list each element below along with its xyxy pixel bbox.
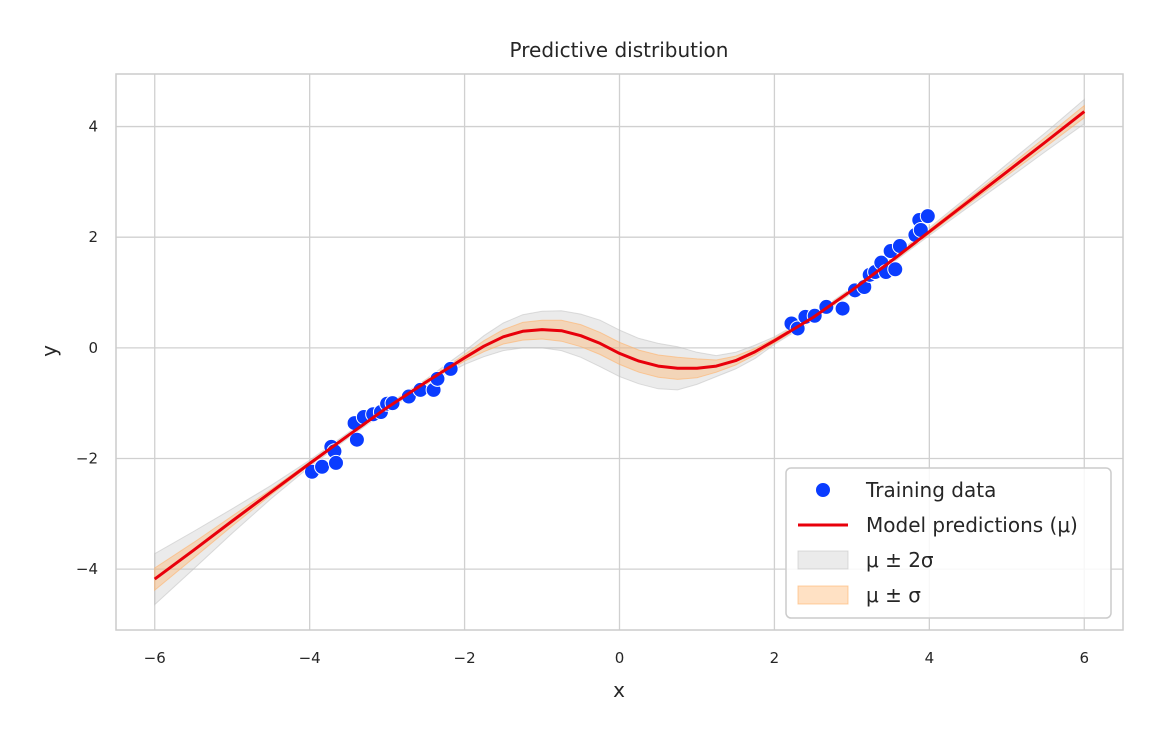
- legend-label-2: μ ± 2σ: [866, 548, 934, 572]
- training-point-35: [919, 208, 936, 225]
- y-tick-label-1: −2: [76, 449, 98, 467]
- y-axis-ticks: −4 −2 0 2 4: [76, 118, 98, 579]
- legend-box: [785, 467, 1112, 619]
- training-point-30: [887, 261, 904, 278]
- band-1-sigma: [154, 104, 1085, 592]
- training-point-22: [834, 300, 851, 317]
- y-tick-label-0: −4: [76, 560, 98, 578]
- training-point-6: [348, 431, 365, 448]
- legend-patch-2-sigma: [797, 550, 849, 570]
- y-tick-label-4: 4: [88, 118, 98, 136]
- legend-marker-training: [815, 482, 831, 498]
- x-axis-ticks: −6 −4 −2 0 2 4 6: [144, 649, 1089, 667]
- x-tick-label-2: −2: [454, 649, 476, 667]
- legend-label-3: μ ± σ: [866, 583, 921, 607]
- x-tick-label-1: −4: [299, 649, 321, 667]
- training-point-1: [314, 458, 331, 475]
- x-tick-label-6: 6: [1079, 649, 1089, 667]
- x-tick-label-4: 2: [770, 649, 780, 667]
- legend-label-1: Model predictions (μ): [866, 513, 1078, 537]
- x-axis-label: x: [613, 678, 625, 702]
- y-tick-label-2: 0: [88, 339, 98, 357]
- legend-patch-1-sigma: [797, 585, 849, 605]
- training-point-4: [327, 454, 344, 471]
- x-tick-label-3: 0: [615, 649, 625, 667]
- x-tick-label-0: −6: [144, 649, 166, 667]
- prediction-line-layer: [153, 110, 1086, 581]
- legend-label-0: Training data: [865, 478, 996, 502]
- y-tick-label-3: 2: [88, 228, 98, 246]
- y-axis-label: y: [37, 345, 61, 357]
- grid: [116, 74, 1123, 630]
- legend: Training data Model predictions (μ) μ ± 2σ…: [785, 467, 1112, 619]
- x-tick-label-5: 4: [925, 649, 935, 667]
- prediction-line: [153, 110, 1086, 581]
- chart-title: Predictive distribution: [510, 38, 729, 62]
- plot-frame: [115, 73, 1124, 631]
